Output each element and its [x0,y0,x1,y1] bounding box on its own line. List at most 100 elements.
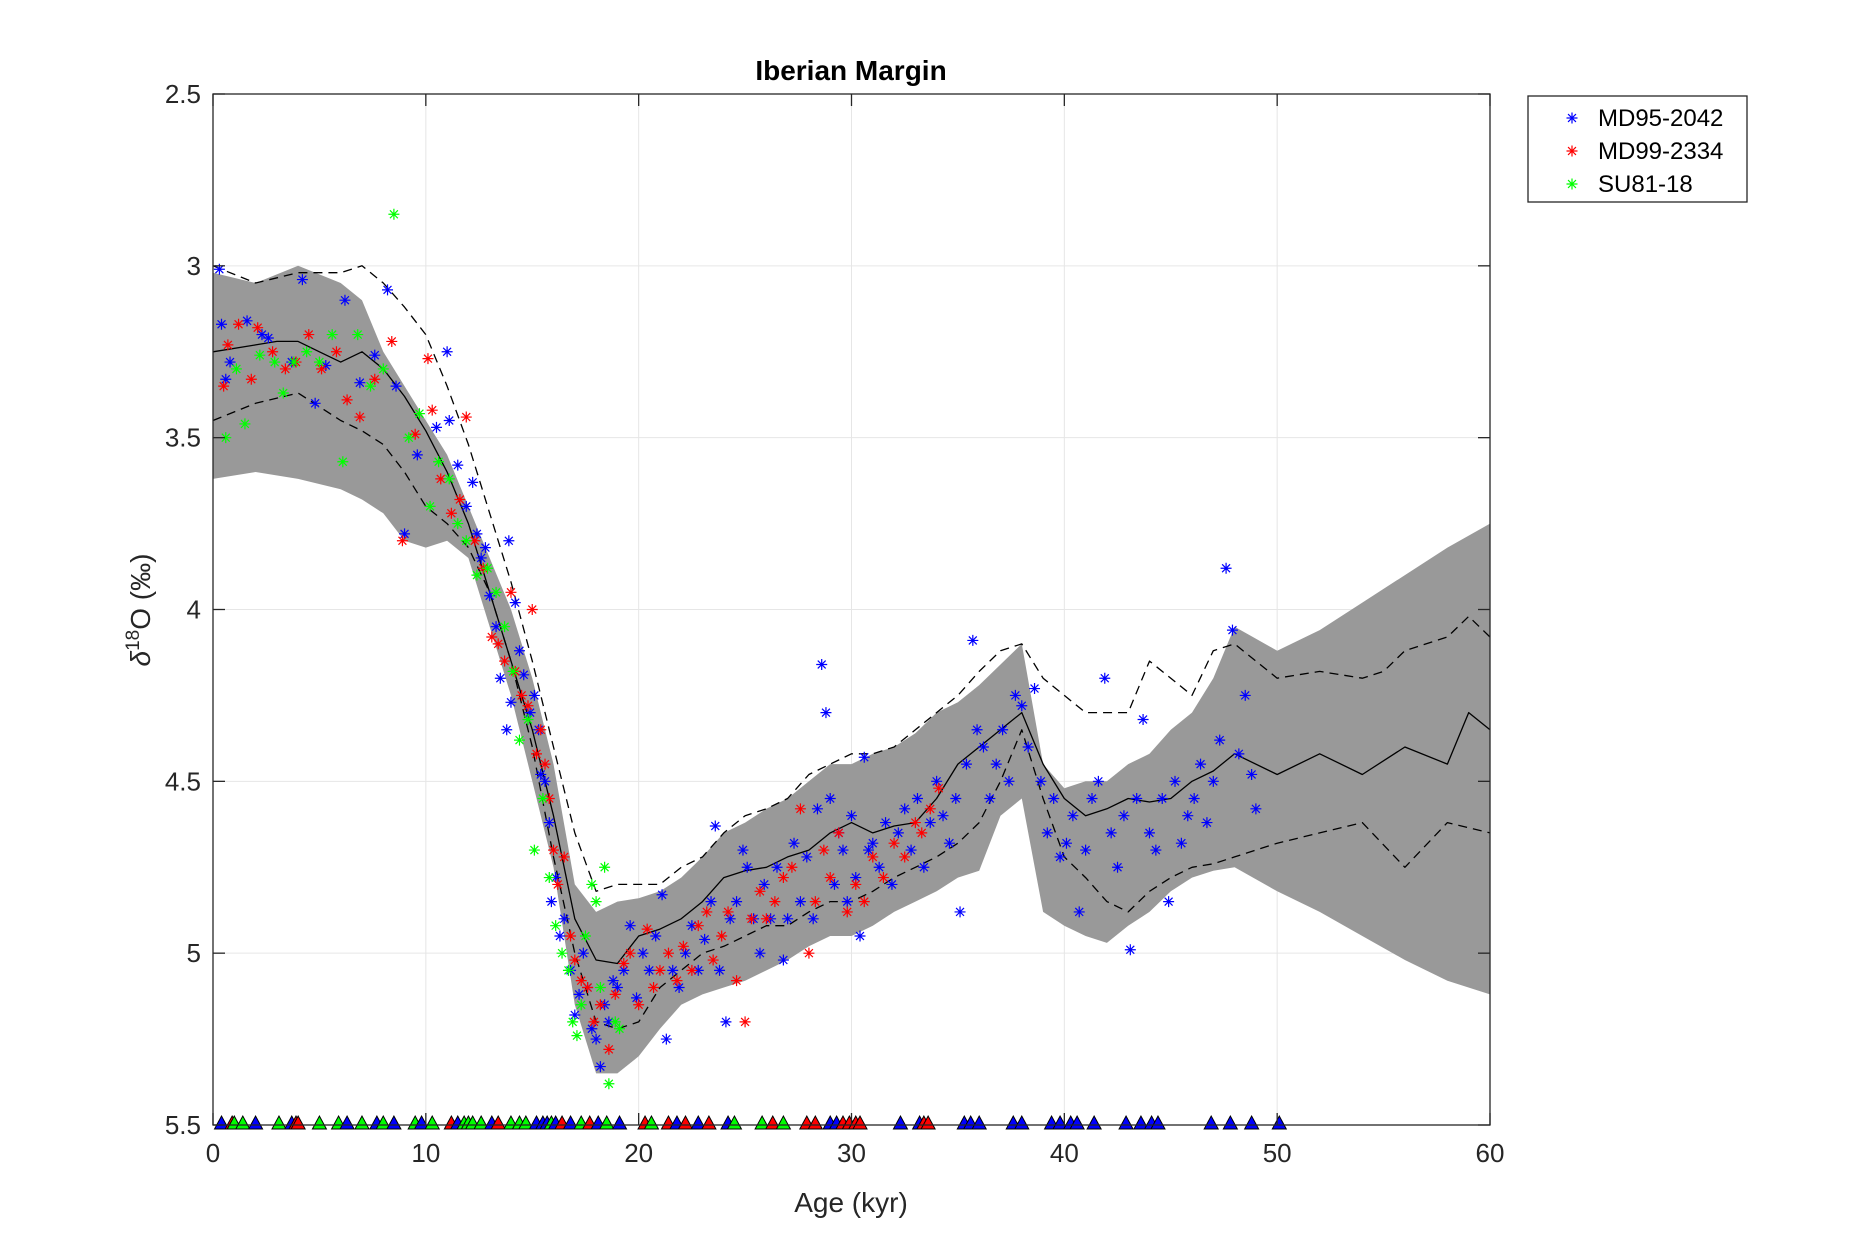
data-point-su81-18 [254,349,266,361]
data-point-md99-2334 [486,631,498,643]
data-point-md95-2042 [382,284,394,296]
data-point-md95-2042 [569,1009,581,1021]
data-point-md95-2042 [1143,827,1155,839]
data-point-md95-2042 [954,906,966,918]
data-point-md95-2042 [220,373,232,385]
data-point-md95-2042 [656,889,668,901]
data-point-su81-18 [537,793,549,805]
age-control-triangle [1271,1114,1288,1130]
data-point-su81-18 [230,363,242,375]
data-point-md95-2042 [709,820,721,832]
legend-label: MD95-2042 [1598,105,1723,132]
data-point-md99-2334 [933,782,945,794]
data-point-md99-2334 [422,353,434,365]
data-point-md95-2042 [782,913,794,925]
data-point-md95-2042 [1112,861,1124,873]
age-control-triangle [920,1114,936,1130]
data-point-md99-2334 [516,689,528,701]
data-point-md95-2042 [667,964,679,976]
data-point-su81-18 [471,569,483,581]
data-point-md99-2334 [582,982,594,994]
data-point-md99-2334 [624,947,636,959]
data-point-md95-2042 [1105,827,1117,839]
data-point-md95-2042 [467,476,479,488]
age-control-triangle [643,1114,660,1130]
data-point-md95-2042 [880,817,892,829]
data-point-md99-2334 [824,872,836,884]
data-point-md99-2334 [739,1016,751,1028]
data-point-md95-2042 [1016,700,1028,712]
data-point-md95-2042 [535,768,547,780]
age-control-triangle [247,1114,264,1130]
data-point-md95-2042 [997,724,1009,736]
data-point-md99-2334 [867,851,879,863]
data-point-md95-2042 [1246,768,1258,780]
data-point-md99-2334 [303,329,315,341]
data-point-su81-18 [403,432,415,444]
data-point-md95-2042 [679,947,691,959]
age-control-triangle [690,1114,707,1130]
data-point-md99-2334 [707,954,719,966]
data-point-md95-2042 [918,861,930,873]
data-point-md95-2042 [1233,748,1245,760]
data-point-md99-2334 [330,346,342,358]
data-point-md95-2042 [686,920,698,932]
data-point-md95-2042 [807,913,819,925]
legend-label: SU81-18 [1598,171,1693,198]
data-point-md99-2334 [569,954,581,966]
data-point-md99-2334 [594,999,606,1011]
lower-dashed-line [212,392,1491,1030]
data-point-md99-2334 [662,947,674,959]
confidence-band-area [213,265,1490,1074]
data-point-su81-18 [562,964,574,976]
data-point-su81-18 [443,473,455,485]
data-point-md99-2334 [818,844,830,856]
data-point-md99-2334 [841,906,853,918]
data-point-md99-2334 [722,906,734,918]
chart-title: Iberian Margin [755,55,946,86]
age-control-triangle [852,1114,868,1130]
data-point-md95-2042 [673,982,685,994]
age-control-triangle [354,1114,370,1130]
data-point-md99-2334 [692,920,704,932]
data-point-md95-2042 [811,803,823,815]
data-point-md99-2334 [354,411,366,423]
data-point-su81-18 [543,872,555,884]
data-point-md95-2042 [256,329,268,341]
data-point-md95-2042 [1073,906,1085,918]
age-control-triangle [701,1114,717,1130]
data-point-su81-18 [337,456,349,468]
data-point-md95-2042 [586,1023,598,1035]
data-point-su81-18 [571,1030,583,1042]
data-point-md95-2042 [262,332,274,344]
age-control-triangle [290,1114,306,1130]
data-point-su81-18 [603,1078,615,1090]
data-point-md99-2334 [588,1016,600,1028]
data-point-su81-18 [313,356,325,368]
age-control-triangle [213,1114,230,1130]
y-axis-title-main: O (‰) [125,554,156,630]
data-point-md99-2334 [633,999,645,1011]
x-axis-title: Age (kyr) [794,1187,908,1218]
age-control-triangle [1203,1114,1220,1130]
data-point-su81-18 [575,999,587,1011]
data-point-md99-2334 [716,930,728,942]
data-point-md95-2042 [911,793,923,805]
y-tick-label: 5.5 [165,1110,201,1140]
data-point-md95-2042 [828,878,840,890]
data-point-md95-2042 [858,751,870,763]
data-point-md95-2042 [873,861,885,873]
data-point-md95-2042 [771,861,783,873]
data-point-md95-2042 [399,528,411,540]
age-control-triangle [598,1114,615,1130]
data-point-md95-2042 [892,827,904,839]
data-point-md95-2042 [950,793,962,805]
y-tick-label: 3 [187,251,201,281]
data-point-md99-2334 [445,507,457,519]
age-control-triangle [562,1114,579,1130]
data-point-md95-2042 [490,621,502,633]
data-point-md95-2042 [1048,793,1060,805]
data-point-md95-2042 [624,920,636,932]
data-point-md95-2042 [1067,810,1079,822]
data-point-md95-2042 [590,1033,602,1045]
